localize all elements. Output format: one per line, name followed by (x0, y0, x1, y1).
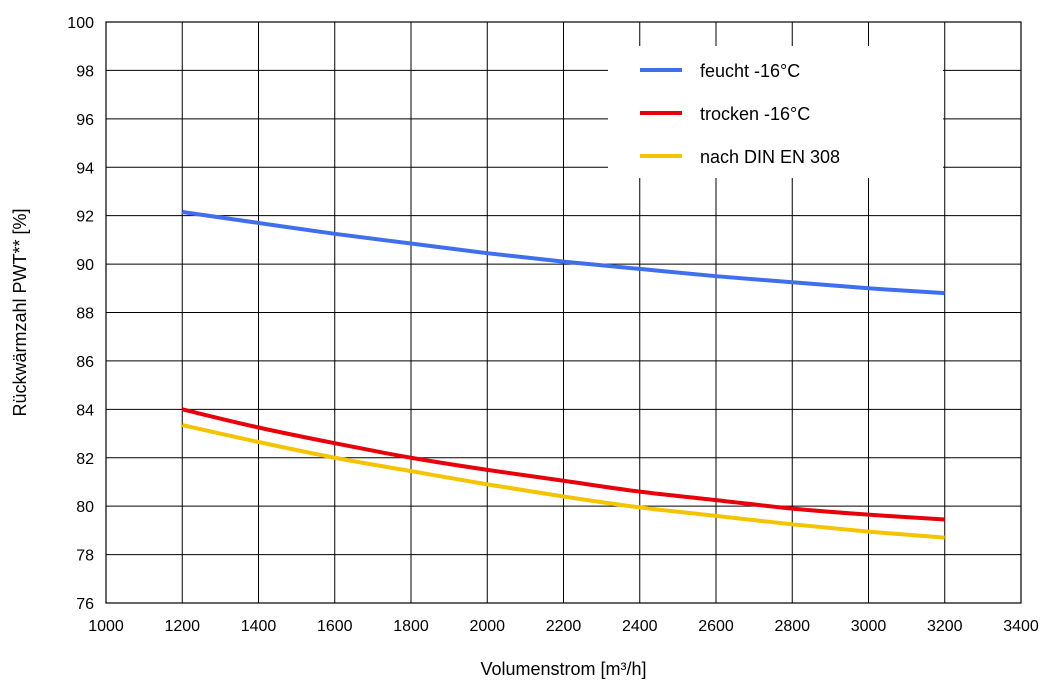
x-axis-label: Volumenstrom [m³/h] (480, 659, 646, 679)
x-tick-label: 1000 (88, 618, 124, 635)
x-tick-label: 3200 (927, 618, 963, 635)
x-tick-label: 3400 (1003, 618, 1039, 635)
legend-label-1: trocken -16°C (700, 104, 810, 124)
y-tick-label: 90 (76, 257, 94, 274)
plot-frame (105, 21, 1022, 604)
y-tick-label: 82 (76, 451, 94, 468)
x-tick-label: 1800 (393, 618, 429, 635)
x-tick-label: 1400 (241, 618, 277, 635)
series-line-1 (181, 407, 945, 522)
x-tick-label: 1200 (164, 618, 200, 635)
y-tick-labels: 76 78 80 82 84 86 88 90 92 94 96 98 100 (67, 15, 94, 613)
legend-label-0: feucht -16°C (700, 61, 800, 81)
y-tick-label: 76 (76, 596, 94, 613)
x-tick-label: 3000 (851, 618, 887, 635)
y-axis-label: Rückwärmzahl PWT** [%] (10, 208, 30, 416)
x-tick-label: 1600 (317, 618, 353, 635)
y-tick-label: 84 (76, 402, 94, 419)
y-tick-label: 98 (76, 63, 94, 80)
x-tick-label: 2000 (469, 618, 505, 635)
series-line-2 (181, 423, 945, 540)
series-line-0 (181, 210, 945, 296)
x-tick-label: 2400 (622, 618, 658, 635)
x-tick-label: 2800 (774, 618, 810, 635)
x-tick-label: 2200 (546, 618, 582, 635)
y-tick-label: 78 (76, 548, 94, 565)
y-tick-label: 96 (76, 112, 94, 129)
y-tick-label: 88 (76, 306, 94, 323)
series-lines (181, 210, 945, 540)
y-tick-label: 94 (76, 160, 94, 177)
y-tick-label: 80 (76, 499, 94, 516)
x-tick-labels: 1000 1200 1400 1600 1800 2000 2200 2400 2600 2800… (88, 618, 1039, 635)
y-tick-label: 100 (67, 15, 94, 32)
y-tick-label: 92 (76, 209, 94, 226)
x-tick-label: 2600 (698, 618, 734, 635)
legend: feucht -16°C trocken -16°C nach DIN EN 308 (608, 46, 943, 178)
y-tick-label: 86 (76, 354, 94, 371)
legend-label-2: nach DIN EN 308 (700, 147, 840, 167)
